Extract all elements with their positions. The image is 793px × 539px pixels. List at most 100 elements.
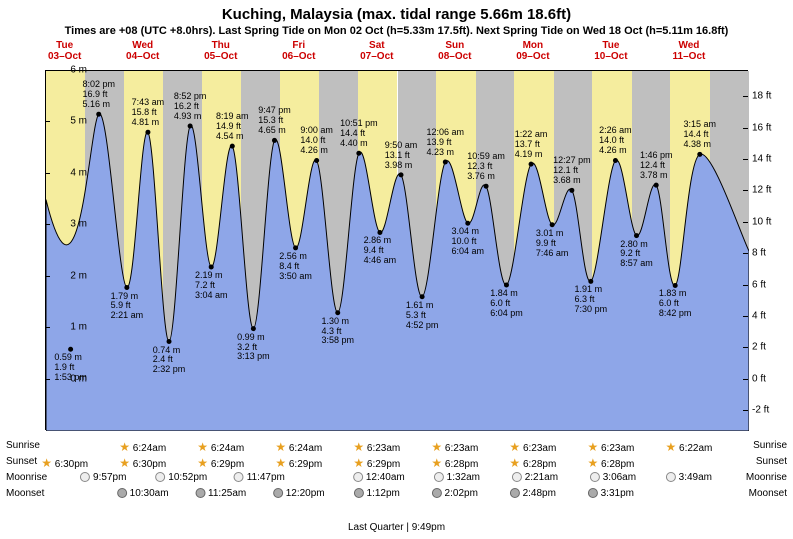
chart-title: Kuching, Malaysia (max. tidal range 5.66… — [0, 0, 793, 23]
sun-moon-cell: ★ 6:30pm — [119, 456, 166, 470]
sun-moon-cell: 12:40am — [353, 472, 405, 483]
sun-moon-cell: 3:06am — [590, 472, 636, 483]
sunrise-icon: ★ — [587, 440, 598, 454]
tide-point-label: 3:15 am14.4 ft4.38 m — [684, 120, 717, 150]
y-tick-left: 1 m — [70, 322, 87, 333]
date-label: Wed11–Oct — [654, 40, 724, 62]
sun-moon-cell: 1:12pm — [354, 488, 400, 499]
tide-point-label: 2:26 am14.0 ft4.26 m — [599, 126, 632, 156]
date-label: Sun08–Oct — [420, 40, 490, 62]
sun-moon-cell: 9:57pm — [80, 472, 126, 483]
y-tick-right: 12 ft — [752, 185, 771, 196]
sunset-icon: ★ — [353, 456, 364, 470]
row-label-left: Sunrise — [6, 440, 40, 451]
sun-moon-cell: 3:31pm — [588, 488, 634, 499]
sunset-icon: ★ — [119, 456, 130, 470]
sunset-icon: ★ — [509, 456, 520, 470]
tide-point-label: 9:47 pm15.3 ft4.65 m — [258, 106, 291, 136]
tide-point-label: 7:43 am15.8 ft4.81 m — [132, 98, 165, 128]
date-label: Thu05–Oct — [186, 40, 256, 62]
row-label-left: Sunset — [6, 456, 37, 467]
sunrise-icon: ★ — [509, 440, 520, 454]
sunrise-icon: ★ — [275, 440, 286, 454]
moonrise-icon — [156, 472, 166, 482]
sunrise-icon: ★ — [353, 440, 364, 454]
sun-moon-cell: ★ 6:24am — [197, 440, 244, 454]
tide-point-label: 1.79 m5.9 ft2:21 am — [111, 292, 144, 322]
tide-point-label: 12:06 am13.9 ft4.23 m — [427, 128, 465, 158]
y-tick-right: 4 ft — [752, 310, 766, 321]
sunrise-icon: ★ — [119, 440, 130, 454]
date-label: Wed04–Oct — [108, 40, 178, 62]
tide-point-label: 3.01 m9.9 ft7:46 am — [536, 229, 569, 259]
y-tick-left: 0 m — [70, 373, 87, 384]
row-label-left: Moonrise — [6, 472, 47, 483]
moon-phase-note: Last Quarter | 9:49pm — [0, 522, 793, 533]
y-tick-right: 18 ft — [752, 91, 771, 102]
row-label-right: Moonset — [749, 488, 787, 499]
sunset-icon: ★ — [587, 456, 598, 470]
plot-area: 0.59 m1.9 ft1:53 pm8:02 pm16.9 ft5.16 m1… — [45, 70, 748, 430]
sunrise-icon: ★ — [431, 440, 442, 454]
moonset-icon — [195, 488, 205, 498]
sun-moon-cell: ★ 6:23am — [353, 440, 400, 454]
moonset-icon — [354, 488, 364, 498]
sunset-icon: ★ — [275, 456, 286, 470]
y-tick-right: 10 ft — [752, 216, 771, 227]
tide-point-label: 0.99 m3.2 ft3:13 pm — [237, 333, 270, 363]
sun-moon-cell: 10:30am — [117, 488, 169, 499]
tide-point-label: 2.86 m9.4 ft4:46 am — [364, 236, 397, 266]
sun-moon-cell: ★ 6:28pm — [431, 456, 478, 470]
sun-moon-cell: ★ 6:29pm — [353, 456, 400, 470]
tide-point-label: 9:00 am14.0 ft4.26 m — [300, 126, 333, 156]
sun-moon-cell: 3:49am — [666, 472, 712, 483]
sun-moon-cell: ★ 6:23am — [587, 440, 634, 454]
moonrise-icon — [353, 472, 363, 482]
sunrise-icon: ★ — [665, 440, 676, 454]
tide-point-label: 8:19 am14.9 ft4.54 m — [216, 112, 249, 142]
sun-moon-cell: ★ 6:23am — [431, 440, 478, 454]
tide-point-label: 1:22 am13.7 ft4.19 m — [515, 130, 548, 160]
row-label-right: Sunset — [756, 456, 787, 467]
tide-point-label: 1.61 m5.3 ft4:52 pm — [406, 301, 439, 331]
sun-moon-cell: ★ 6:24am — [119, 440, 166, 454]
tide-point-label: 12:27 pm12.1 ft3.68 m — [553, 156, 591, 186]
y-tick-left: 3 m — [70, 219, 87, 230]
tide-point-label: 2.80 m9.2 ft8:57 am — [620, 240, 653, 270]
tide-point-label: 10:59 am12.3 ft3.76 m — [467, 152, 505, 182]
date-label: Mon09–Oct — [498, 40, 568, 62]
chart-subtitle: Times are +08 (UTC +8.0hrs). Last Spring… — [0, 23, 793, 37]
tide-point-label: 1.83 m6.0 ft8:42 pm — [659, 289, 692, 319]
row-label-right: Sunrise — [753, 440, 787, 451]
sun-moon-cell: ★ 6:23am — [509, 440, 556, 454]
sun-moon-cell: 2:48pm — [510, 488, 556, 499]
y-tick-right: 6 ft — [752, 279, 766, 290]
sun-moon-cell: ★ 6:28pm — [587, 456, 634, 470]
date-label: Fri06–Oct — [264, 40, 334, 62]
tide-point-label: 1.84 m6.0 ft6:04 pm — [490, 289, 523, 319]
y-tick-right: 16 ft — [752, 122, 771, 133]
row-label-right: Moonrise — [746, 472, 787, 483]
sun-moon-cell: ★ 6:22am — [665, 440, 712, 454]
tide-point-label: 2.19 m7.2 ft3:04 am — [195, 271, 228, 301]
y-tick-left: 2 m — [70, 270, 87, 281]
sun-moon-cell: 12:20pm — [273, 488, 325, 499]
y-tick-right: 2 ft — [752, 342, 766, 353]
sun-moon-cell: ★ 6:30pm — [41, 456, 88, 470]
y-tick-right: -2 ft — [752, 404, 769, 415]
sunrise-icon: ★ — [197, 440, 208, 454]
sun-moon-cell: ★ 6:29pm — [275, 456, 322, 470]
y-tick-right: 14 ft — [752, 154, 771, 165]
moonrise-icon — [434, 472, 444, 482]
moonset-icon — [117, 488, 127, 498]
tide-point-label: 1.30 m4.3 ft3:58 pm — [321, 317, 354, 347]
sun-moon-cell: 11:25am — [195, 488, 246, 499]
tide-point-label: 1.91 m6.3 ft7:30 pm — [575, 285, 608, 315]
y-tick-left: 5 m — [70, 116, 87, 127]
row-label-left: Moonset — [6, 488, 44, 499]
sunset-icon: ★ — [197, 456, 208, 470]
sunset-icon: ★ — [431, 456, 442, 470]
sun-moon-cell: 11:47pm — [234, 472, 285, 483]
sun-moon-cell: 10:52pm — [156, 472, 208, 483]
y-tick-right: 0 ft — [752, 373, 766, 384]
